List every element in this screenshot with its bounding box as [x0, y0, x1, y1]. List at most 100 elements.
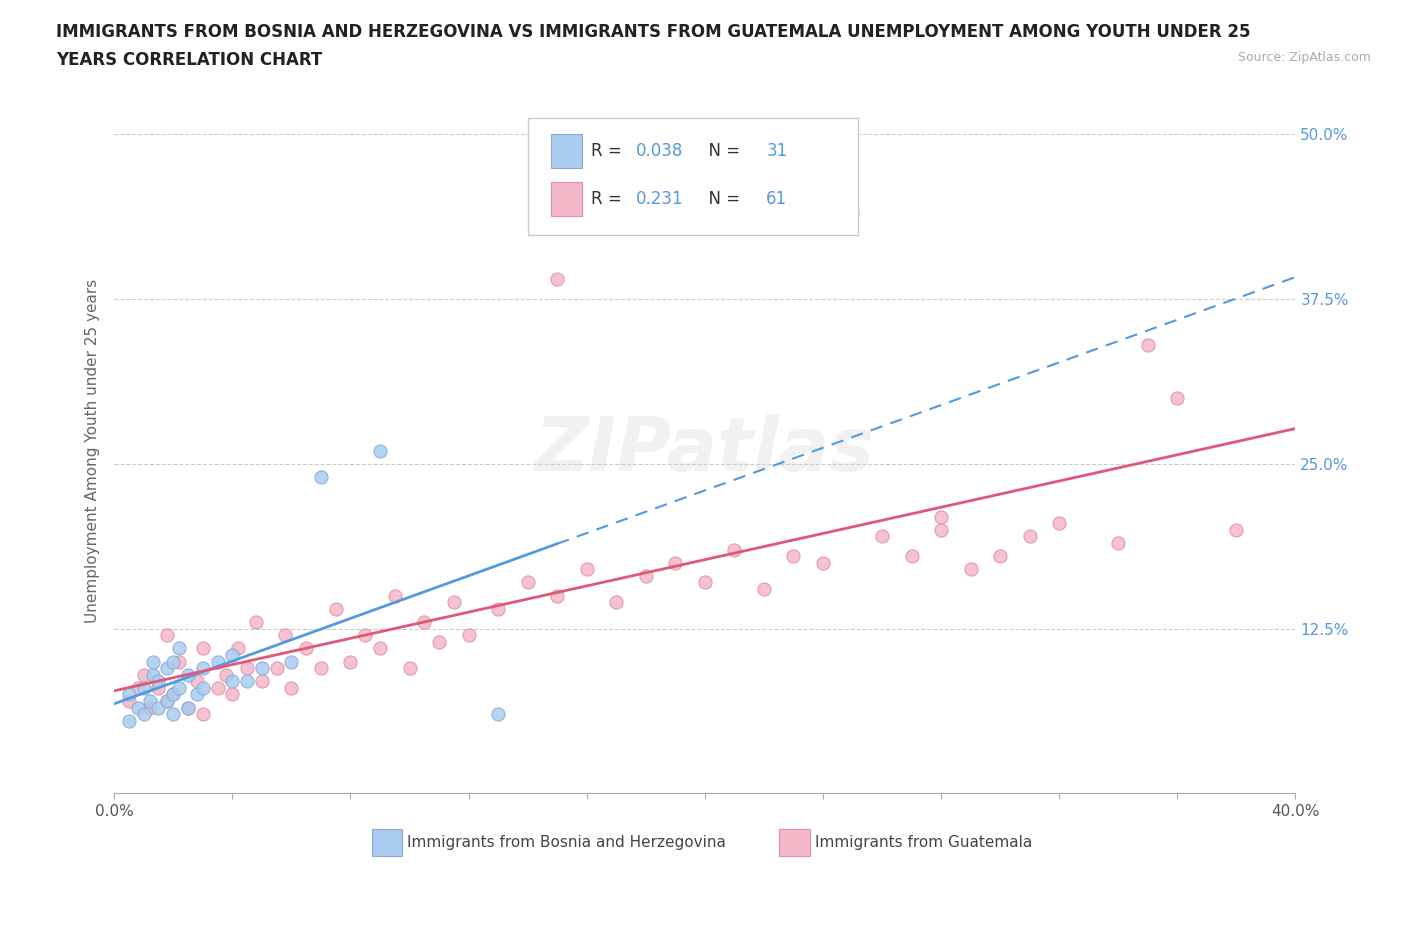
- Point: [118, 687, 141, 702]
- Point: [274, 628, 297, 643]
- Point: [546, 588, 568, 603]
- Point: [929, 509, 952, 524]
- Point: [207, 681, 229, 696]
- Point: [398, 660, 420, 675]
- Point: [148, 681, 170, 696]
- Point: [929, 523, 952, 538]
- Text: N =: N =: [697, 142, 745, 160]
- Point: [575, 562, 598, 577]
- Point: [841, 206, 863, 220]
- Text: 0.231: 0.231: [637, 190, 683, 208]
- Point: [167, 641, 190, 656]
- Point: [177, 667, 200, 682]
- Point: [162, 687, 184, 702]
- Point: [236, 674, 259, 689]
- Point: [664, 555, 686, 570]
- Point: [162, 687, 184, 702]
- Point: [156, 628, 179, 643]
- Point: [156, 694, 179, 709]
- FancyBboxPatch shape: [371, 829, 402, 857]
- Point: [162, 707, 184, 722]
- Point: [280, 654, 302, 669]
- Point: [156, 660, 179, 675]
- Point: [148, 700, 170, 715]
- Point: [138, 700, 160, 715]
- Point: [167, 654, 190, 669]
- Y-axis label: Unemployment Among Youth under 25 years: Unemployment Among Youth under 25 years: [86, 278, 100, 623]
- Point: [207, 654, 229, 669]
- Point: [811, 555, 834, 570]
- Point: [384, 588, 406, 603]
- FancyBboxPatch shape: [527, 118, 859, 234]
- Point: [191, 641, 214, 656]
- Point: [325, 602, 347, 617]
- Text: ZIPatlas: ZIPatlas: [534, 414, 875, 487]
- Point: [634, 568, 657, 583]
- Point: [118, 694, 141, 709]
- Point: [226, 641, 249, 656]
- Point: [132, 707, 155, 722]
- Point: [1136, 338, 1159, 352]
- Text: R =: R =: [592, 142, 627, 160]
- Point: [186, 674, 208, 689]
- Point: [162, 654, 184, 669]
- Point: [309, 470, 332, 485]
- Point: [1166, 391, 1188, 405]
- Point: [516, 575, 538, 590]
- Text: R =: R =: [592, 190, 633, 208]
- Point: [782, 549, 804, 564]
- Point: [250, 674, 273, 689]
- Point: [486, 602, 509, 617]
- Point: [266, 660, 288, 675]
- Point: [167, 681, 190, 696]
- Text: 31: 31: [766, 142, 787, 160]
- Point: [988, 549, 1011, 564]
- Point: [138, 694, 160, 709]
- Point: [427, 634, 450, 649]
- Point: [309, 660, 332, 675]
- Point: [177, 700, 200, 715]
- Point: [1225, 523, 1247, 538]
- Point: [354, 628, 377, 643]
- FancyBboxPatch shape: [779, 829, 810, 857]
- Point: [156, 694, 179, 709]
- Point: [186, 687, 208, 702]
- Point: [221, 687, 243, 702]
- Text: Immigrants from Guatemala: Immigrants from Guatemala: [814, 835, 1032, 850]
- Point: [148, 674, 170, 689]
- Point: [457, 628, 479, 643]
- Point: [1018, 529, 1040, 544]
- Point: [1047, 516, 1070, 531]
- Point: [339, 654, 361, 669]
- Point: [959, 562, 981, 577]
- Text: 0.038: 0.038: [637, 142, 683, 160]
- Point: [368, 444, 391, 458]
- Point: [605, 595, 627, 610]
- Text: Immigrants from Bosnia and Herzegovina: Immigrants from Bosnia and Herzegovina: [408, 835, 725, 850]
- Point: [752, 581, 775, 596]
- Point: [245, 615, 267, 630]
- Point: [132, 681, 155, 696]
- Point: [900, 549, 922, 564]
- Point: [221, 674, 243, 689]
- Point: [250, 660, 273, 675]
- Point: [413, 615, 436, 630]
- Point: [132, 667, 155, 682]
- Point: [191, 707, 214, 722]
- Point: [191, 660, 214, 675]
- Point: [870, 529, 893, 544]
- Text: YEARS CORRELATION CHART: YEARS CORRELATION CHART: [56, 51, 322, 69]
- Point: [118, 713, 141, 728]
- Point: [486, 707, 509, 722]
- Point: [191, 681, 214, 696]
- Point: [295, 641, 318, 656]
- Point: [280, 681, 302, 696]
- Point: [1107, 536, 1129, 551]
- Text: Source: ZipAtlas.com: Source: ZipAtlas.com: [1237, 51, 1371, 64]
- FancyBboxPatch shape: [551, 182, 582, 216]
- Point: [723, 542, 745, 557]
- Point: [142, 654, 165, 669]
- Text: IMMIGRANTS FROM BOSNIA AND HERZEGOVINA VS IMMIGRANTS FROM GUATEMALA UNEMPLOYMENT: IMMIGRANTS FROM BOSNIA AND HERZEGOVINA V…: [56, 23, 1251, 41]
- Point: [236, 660, 259, 675]
- Point: [443, 595, 465, 610]
